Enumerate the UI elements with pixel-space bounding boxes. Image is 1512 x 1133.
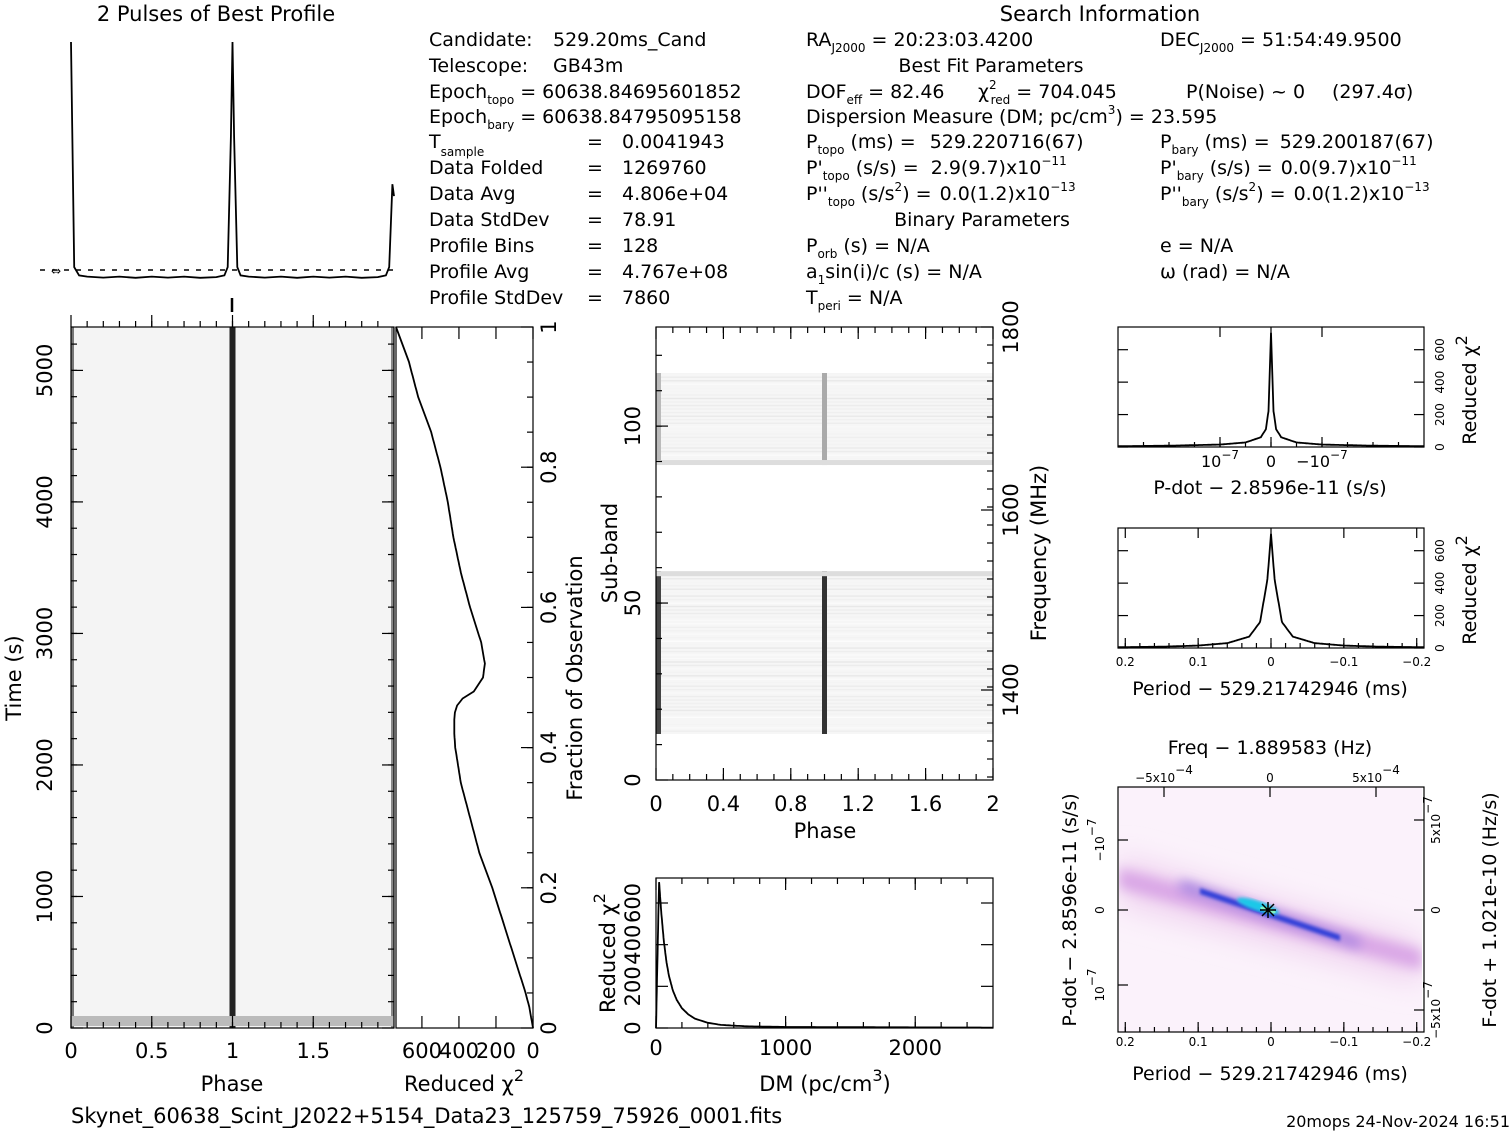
a1-text: a1sin(i)/c (s) = N/A [806, 261, 982, 287]
epoch-topo: Epochtopo = 60638.84695601852 [429, 81, 742, 107]
dof-text: DOFeff = 82.46 [806, 81, 945, 107]
profile-bins-label: Profile Bins [429, 235, 534, 257]
ecc-text: e = N/A [1160, 235, 1233, 257]
candidate-value: 529.20ms_Cand [553, 29, 706, 51]
candidate-label: Candidate: [429, 29, 533, 51]
data-folded-label: Data Folded [429, 157, 543, 179]
t-sample-label: Tsample [428, 131, 484, 159]
candidate-info: Candidate: 529.20ms_Cand Telescope: GB43… [428, 29, 742, 309]
data-avg-value: 4.806e+04 [622, 183, 728, 205]
profile-curve [70, 41, 395, 279]
t-sample-value: 0.0041943 [622, 131, 725, 153]
pnoise-sigma: (297.4σ) [1332, 81, 1413, 103]
dm-text: Dispersion Measure (DM; pc/cm3) = 23.595 [806, 103, 1217, 128]
omega-text: ω (rad) = N/A [1160, 261, 1290, 283]
pnoise-text: P(Noise) ~ 0 [1186, 81, 1305, 103]
p-bary-text: Pbary (ms) = 529.200187(67) [1160, 131, 1434, 157]
porb-text: Porb (s) = N/A [806, 235, 930, 261]
profile-avg-label: Profile Avg [429, 261, 529, 283]
profile-stddev-label: Profile StdDev [429, 287, 563, 309]
chi2-text: χ2 red = 704.045 [978, 78, 1117, 107]
epoch-bary: Epochbary = 60638.84795095158 [429, 106, 742, 132]
baseline-marker: ⇔ [51, 264, 61, 278]
data-avg-label: Data Avg [429, 183, 516, 205]
equals-column: = = = = = = = [587, 131, 603, 309]
data-stddev-label: Data StdDev [429, 209, 550, 231]
pddot-topo-text: P''topo (s/s2) = 0.0(1.2)x10−13 [806, 180, 1076, 209]
search-title: Search Information [1000, 2, 1200, 26]
telescope-value: GB43m [553, 55, 623, 77]
tperi-text: Tperi = N/A [805, 287, 902, 313]
pdot-bary-text: P'bary (s/s) = 0.0(9.7)x10−11 [1160, 154, 1417, 183]
profile-avg-value: 4.767e+08 [622, 261, 728, 283]
profile-panel: ⇔ [40, 41, 395, 312]
profile-baseline: ⇔ [40, 264, 393, 278]
data-stddev-value: 78.91 [622, 209, 676, 231]
profile-title: 2 Pulses of Best Profile [97, 2, 335, 26]
telescope-label: Telescope: [428, 55, 528, 77]
pdot-topo-text: P'topo (s/s) = 2.9(9.7)x10−11 [806, 154, 1067, 183]
search-info: RAJ2000 = 20:23:03.4200 DECJ2000 = 51:54:4… [805, 29, 1434, 313]
binary-title: Binary Parameters [894, 209, 1070, 231]
p-topo-text: Ptopo (ms) = 529.220716(67) [806, 131, 1084, 157]
profile-bins-value: 128 [622, 235, 658, 257]
best-fit-title: Best Fit Parameters [898, 55, 1083, 77]
pddot-bary-text: P''bary (s/s2) = 0.0(1.2)x10−13 [1160, 180, 1430, 209]
data-folded-value: 1269760 [622, 157, 707, 179]
time-phase-image [71, 327, 394, 1028]
dec-text: DECJ2000 = 51:54:49.9500 [1160, 29, 1402, 55]
ra-text: RAJ2000 = 20:23:03.4200 [806, 29, 1033, 55]
profile-stddev-value: 7860 [622, 287, 670, 309]
